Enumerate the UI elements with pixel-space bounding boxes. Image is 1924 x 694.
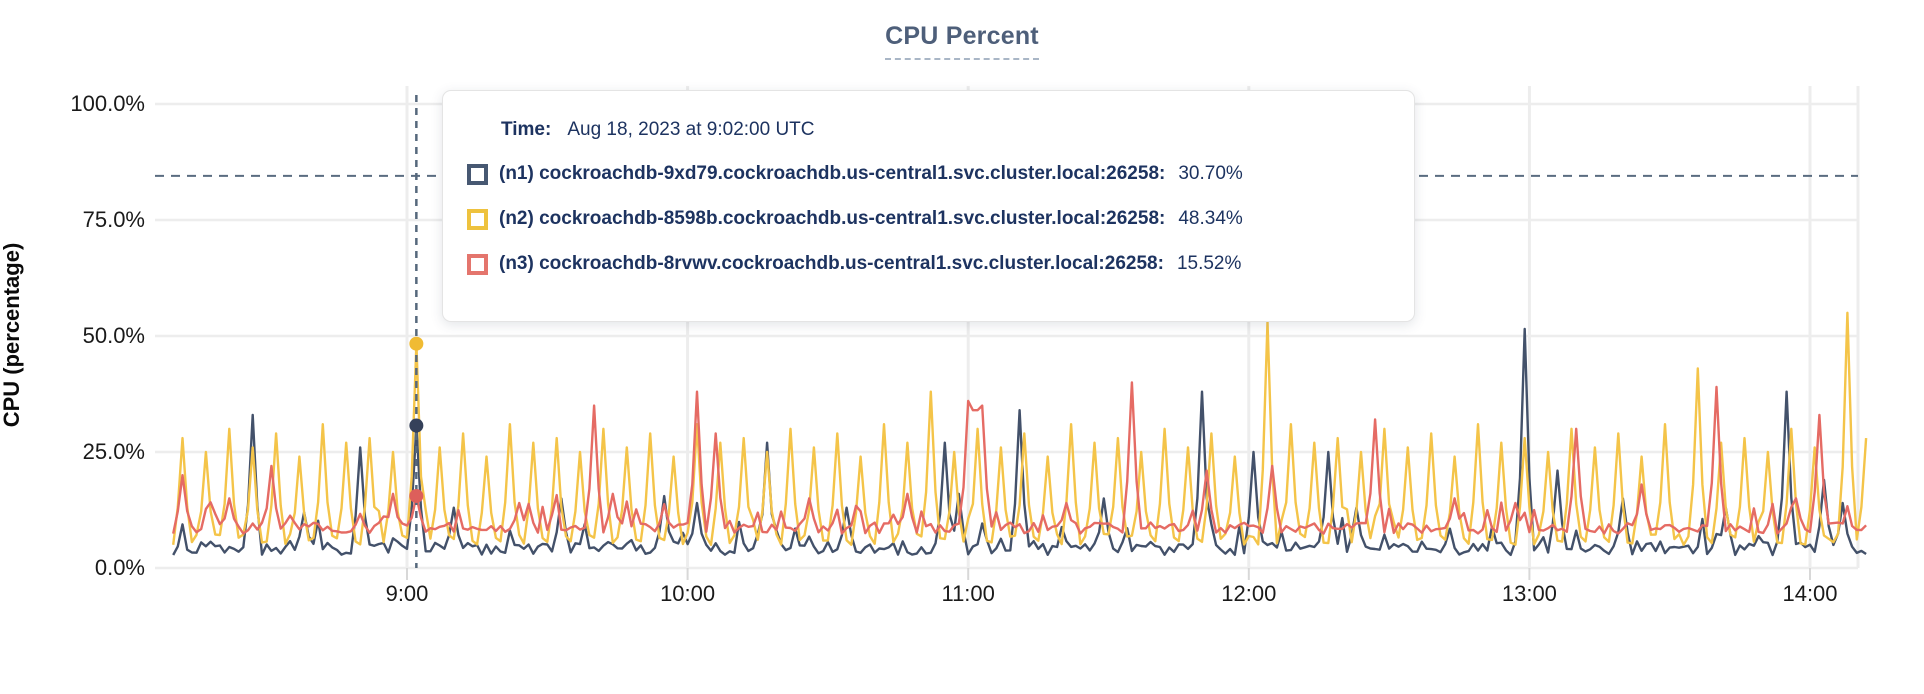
hover-dot-n1	[409, 418, 424, 433]
tooltip-row-n2: (n2) cockroachdb-8598b.cockroachdb.us-ce…	[467, 204, 1384, 234]
n2-legend-swatch-icon	[467, 208, 488, 230]
chart-title-wrap: CPU Percent	[0, 22, 1924, 60]
tooltip-time-row: Time: Aug 18, 2023 at 9:02:00 UTC	[501, 115, 1384, 145]
y-tick-label: 0.0%	[94, 555, 145, 580]
tooltip-n1-label: (n1) cockroachdb-9xd79.cockroachdb.us-ce…	[499, 163, 1166, 184]
y-tick-label: 50.0%	[82, 323, 145, 348]
chart-title: CPU Percent	[885, 22, 1039, 60]
tooltip-n2-value: 48.34%	[1178, 208, 1243, 229]
hover-dot-n3	[409, 488, 424, 503]
tooltip-n3-label: (n3) cockroachdb-8rvwv.cockroachdb.us-ce…	[499, 253, 1164, 274]
x-tick-label: 12:00	[1221, 581, 1277, 606]
x-tick-label: 14:00	[1782, 581, 1838, 606]
chart-tooltip: Time: Aug 18, 2023 at 9:02:00 UTC (n1) c…	[442, 90, 1415, 322]
series-line-n1	[172, 327, 1867, 557]
tooltip-time-value: Aug 18, 2023 at 9:02:00 UTC	[567, 119, 815, 140]
tooltip-n3-value: 15.52%	[1176, 253, 1242, 274]
tooltip-n2-label: (n2) cockroachdb-8598b.cockroachdb.us-ce…	[499, 208, 1166, 229]
tooltip-row-n1: (n1) cockroachdb-9xd79.cockroachdb.us-ce…	[467, 159, 1384, 189]
x-tick-label: 11:00	[941, 581, 995, 606]
tooltip-row-n3: (n3) cockroachdb-8rvwv.cockroachdb.us-ce…	[467, 249, 1384, 279]
series-line-n3	[172, 381, 1867, 535]
y-tick-label: 25.0%	[82, 439, 145, 464]
y-tick-label: 75.0%	[82, 207, 145, 232]
tooltip-time-label: Time:	[501, 119, 552, 140]
n3-legend-swatch-icon	[467, 253, 488, 275]
hover-dot-n2	[409, 336, 424, 351]
y-tick-label: 100.0%	[70, 91, 145, 116]
x-tick-label: 9:00	[385, 581, 429, 606]
x-tick-label: 10:00	[660, 581, 716, 606]
n1-legend-swatch-icon	[467, 163, 488, 185]
x-tick-label: 13:00	[1501, 581, 1557, 606]
tooltip-n1-value: 30.70%	[1178, 163, 1243, 184]
